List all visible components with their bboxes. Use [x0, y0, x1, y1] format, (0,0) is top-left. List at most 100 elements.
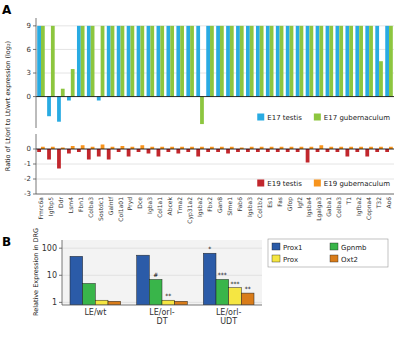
bar [77, 26, 81, 97]
bar [226, 149, 230, 154]
y-tick [33, 25, 36, 26]
bar [276, 26, 280, 97]
grid-line [62, 275, 262, 276]
bar [61, 89, 65, 97]
y-tick-label: 10 [47, 271, 57, 280]
bar [385, 26, 389, 97]
x-tick-label: LE/orl-DT [149, 308, 175, 326]
bar [369, 26, 373, 97]
panel-0: 0369E17 gubernaculumE17 testisARatio of … [2, 3, 394, 171]
bar [329, 26, 333, 97]
bar [365, 26, 369, 97]
bar [230, 26, 234, 97]
page: {"chart_data": [ {"type": "bar", "title"… [0, 0, 400, 339]
y-tick [33, 73, 36, 74]
x-tick-label: Igsba3 [246, 197, 254, 217]
x-tick-label: Abcek [166, 196, 173, 215]
bar [83, 283, 96, 305]
bar [97, 149, 101, 157]
bar [200, 97, 204, 125]
panel-title: B [2, 235, 11, 249]
bar [71, 146, 75, 149]
bar [389, 26, 393, 97]
bar [150, 26, 154, 97]
bar [365, 149, 369, 157]
bar [210, 26, 214, 97]
bar [236, 149, 240, 152]
bar [250, 26, 254, 97]
bar [220, 26, 224, 97]
bar [140, 26, 144, 97]
bar [375, 26, 379, 97]
bar [186, 26, 190, 97]
x-axis-line [62, 305, 262, 306]
y-tick-label: 0 [27, 93, 31, 101]
bar [160, 26, 164, 97]
bar [216, 279, 229, 305]
bar [296, 26, 300, 97]
y-tick [33, 96, 36, 97]
legend-label: E19 gubernaculum [324, 180, 390, 188]
bar [111, 26, 115, 97]
bar [326, 149, 330, 152]
bar [316, 149, 320, 152]
legend-swatch [330, 243, 338, 250]
bar [266, 26, 270, 97]
x-tick-label: Lsm4 [67, 197, 74, 213]
plot-background [62, 240, 262, 305]
bar [359, 26, 363, 97]
bar [157, 149, 161, 157]
x-tick-label: Dce [136, 197, 143, 209]
y-tick-label: 3 [27, 69, 31, 77]
bar [336, 26, 340, 97]
bar [147, 149, 151, 154]
x-axis-line [36, 194, 394, 195]
bar [375, 149, 379, 152]
bar [71, 69, 75, 97]
x-tick-label: Igf2 [296, 197, 304, 209]
annotation: * [208, 245, 211, 252]
legend-swatch [314, 114, 321, 121]
bar [240, 26, 244, 97]
y-tick [33, 49, 36, 50]
chart-canvas: 0369E17 gubernaculumE17 testisARatio of … [0, 0, 400, 339]
x-tick-label: Igsba4 [305, 197, 313, 217]
legend-label: Gpnmb [341, 244, 367, 252]
annotation: ** [245, 285, 251, 292]
bar [355, 26, 359, 97]
legend-swatch [272, 255, 280, 262]
legend: E17 gubernaculumE17 testis [257, 114, 390, 123]
bar [256, 149, 260, 152]
x-tick-label: Igfbp5 [47, 197, 55, 216]
x-tick-label: Ddr [57, 196, 64, 207]
x-tick-label: Es1 [266, 197, 273, 208]
bar [149, 279, 162, 305]
bars [37, 26, 393, 124]
bar [306, 149, 310, 163]
x-tick-label: Cyp31a2 [186, 197, 194, 224]
legend: E19 gubernaculumE19 testis [257, 180, 390, 189]
bar [41, 26, 45, 97]
x-tick-label: Pryd [126, 197, 134, 211]
bar [81, 145, 85, 149]
annotation: *** [218, 271, 227, 278]
legend-label: Prox [283, 256, 298, 264]
legend-frame [268, 239, 388, 267]
legend-swatch [314, 180, 321, 187]
bar [206, 149, 210, 152]
bar [345, 149, 349, 157]
x-tick-label: Gan8 [216, 197, 223, 213]
bar [260, 26, 264, 97]
x-tick-label: Col1b2 [256, 197, 263, 218]
bar [190, 26, 194, 97]
bar [206, 26, 210, 97]
bar [316, 26, 320, 97]
bar [226, 26, 230, 97]
bar [186, 149, 190, 152]
bar [296, 149, 300, 152]
y-tick-label: -1 [24, 160, 31, 168]
bar [81, 26, 85, 97]
bar [130, 26, 134, 97]
zero-line [36, 96, 394, 97]
bar [276, 149, 280, 152]
